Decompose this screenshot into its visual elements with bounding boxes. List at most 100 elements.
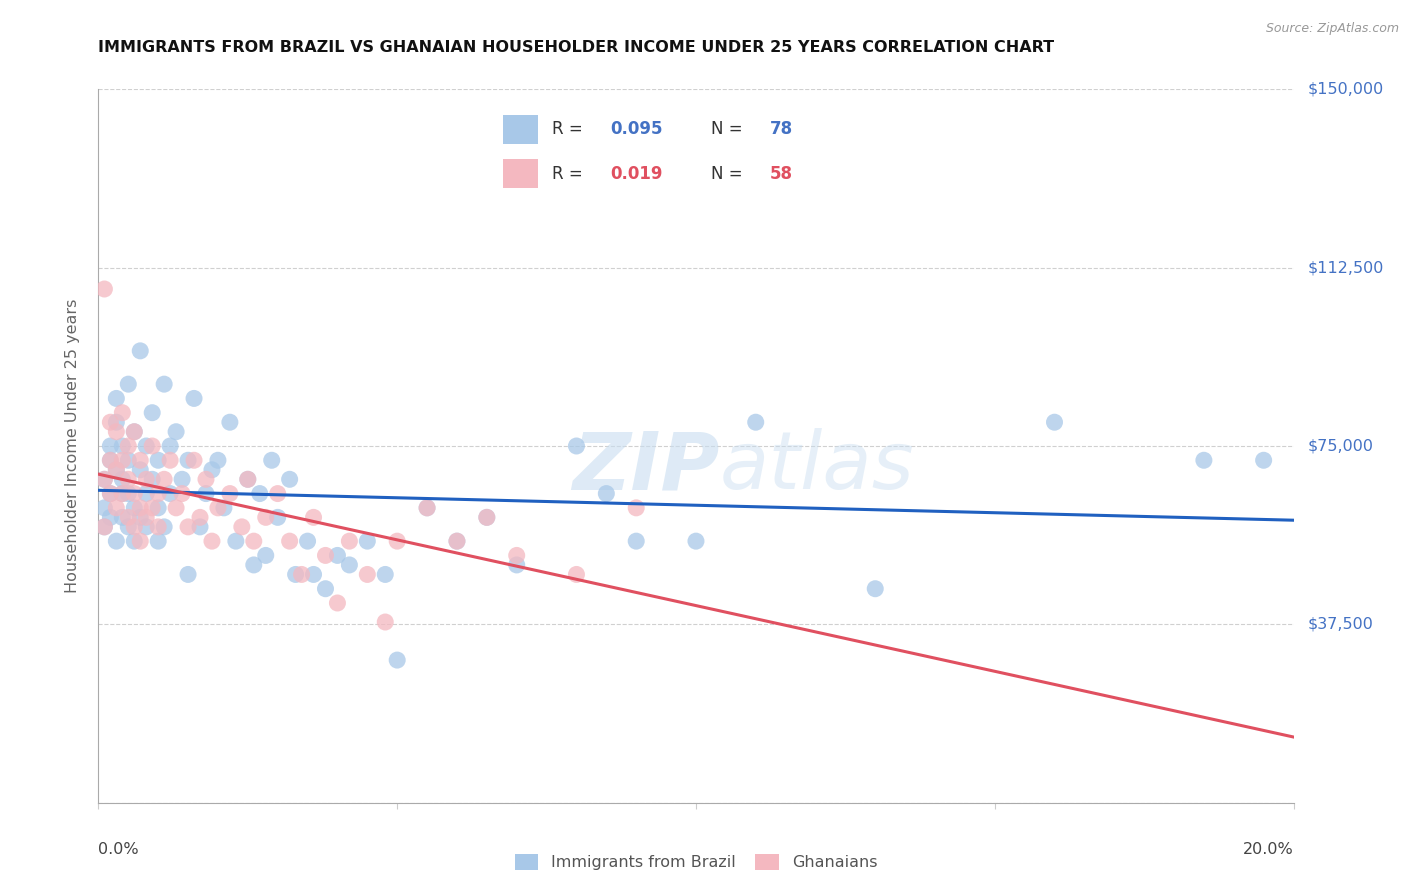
Text: 0.0%: 0.0% [98, 842, 139, 857]
Point [135, 472, 157, 486]
Point [111, 439, 134, 453]
Point [315, 549, 337, 563]
Point [225, 534, 247, 549]
Point [117, 510, 139, 524]
Point [446, 534, 468, 549]
Point [302, 567, 325, 582]
Point [141, 500, 163, 515]
Point [117, 486, 139, 500]
Text: IMMIGRANTS FROM BRAZIL VS GHANAIAN HOUSEHOLDER INCOME UNDER 25 YEARS CORRELATION: IMMIGRANTS FROM BRAZIL VS GHANAIAN HOUSE… [98, 40, 1054, 55]
Point [315, 582, 337, 596]
Point [356, 567, 378, 582]
Point [374, 567, 396, 582]
Point [385, 653, 409, 667]
Point [356, 534, 378, 549]
Legend: Immigrants from Brazil, Ghanaians: Immigrants from Brazil, Ghanaians [508, 847, 884, 877]
Point [111, 472, 134, 486]
Point [302, 510, 325, 524]
Point [172, 486, 194, 500]
Point [267, 486, 290, 500]
Point [183, 453, 205, 467]
Point [278, 472, 301, 486]
Text: $150,000: $150,000 [1308, 82, 1384, 96]
Point [129, 453, 152, 467]
Point [124, 500, 146, 515]
Point [159, 453, 181, 467]
Point [111, 486, 134, 500]
Point [165, 425, 187, 439]
Point [93, 520, 115, 534]
Text: Source: ZipAtlas.com: Source: ZipAtlas.com [1265, 22, 1399, 36]
Point [219, 415, 242, 429]
Point [135, 510, 157, 524]
Point [243, 534, 266, 549]
Point [183, 392, 205, 406]
Point [254, 549, 277, 563]
Point [745, 415, 768, 429]
Point [374, 615, 396, 629]
Point [231, 520, 253, 534]
Point [207, 500, 229, 515]
Point [124, 425, 146, 439]
Point [475, 510, 498, 524]
Point [98, 510, 122, 524]
Point [207, 453, 229, 467]
Point [172, 472, 194, 486]
Point [105, 415, 128, 429]
Point [135, 486, 157, 500]
Point [105, 392, 128, 406]
Point [416, 500, 439, 515]
Point [148, 453, 170, 467]
Point [188, 520, 211, 534]
Point [135, 439, 157, 453]
Point [685, 534, 707, 549]
Point [117, 472, 139, 486]
Point [446, 534, 468, 549]
Point [201, 463, 224, 477]
Point [98, 453, 122, 467]
Text: atlas: atlas [720, 428, 915, 507]
Point [278, 534, 301, 549]
Point [98, 486, 122, 500]
Point [212, 500, 235, 515]
Point [111, 486, 134, 500]
Point [129, 510, 152, 524]
Point [117, 377, 139, 392]
Point [105, 425, 128, 439]
Point [153, 520, 176, 534]
Point [129, 463, 152, 477]
Point [129, 500, 152, 515]
Point [117, 520, 139, 534]
Point [98, 486, 122, 500]
Point [1192, 453, 1215, 467]
Text: 20.0%: 20.0% [1243, 842, 1294, 857]
Point [141, 439, 163, 453]
Point [105, 534, 128, 549]
Point [124, 520, 146, 534]
Point [260, 453, 283, 467]
Point [129, 343, 152, 358]
Point [194, 486, 218, 500]
Point [506, 549, 529, 563]
Point [124, 534, 146, 549]
Point [117, 453, 139, 467]
Point [148, 500, 170, 515]
Point [506, 558, 529, 572]
Point [188, 510, 211, 524]
Point [236, 472, 259, 486]
Point [565, 439, 588, 453]
Point [111, 453, 134, 467]
Point [416, 500, 439, 515]
Point [124, 486, 146, 500]
Point [219, 486, 242, 500]
Point [165, 500, 187, 515]
Point [129, 534, 152, 549]
Point [111, 510, 134, 524]
Text: $112,500: $112,500 [1308, 260, 1384, 275]
Point [141, 472, 163, 486]
Point [290, 567, 312, 582]
Point [297, 534, 319, 549]
Point [148, 520, 170, 534]
Point [475, 510, 498, 524]
Y-axis label: Householder Income Under 25 years: Householder Income Under 25 years [65, 299, 80, 593]
